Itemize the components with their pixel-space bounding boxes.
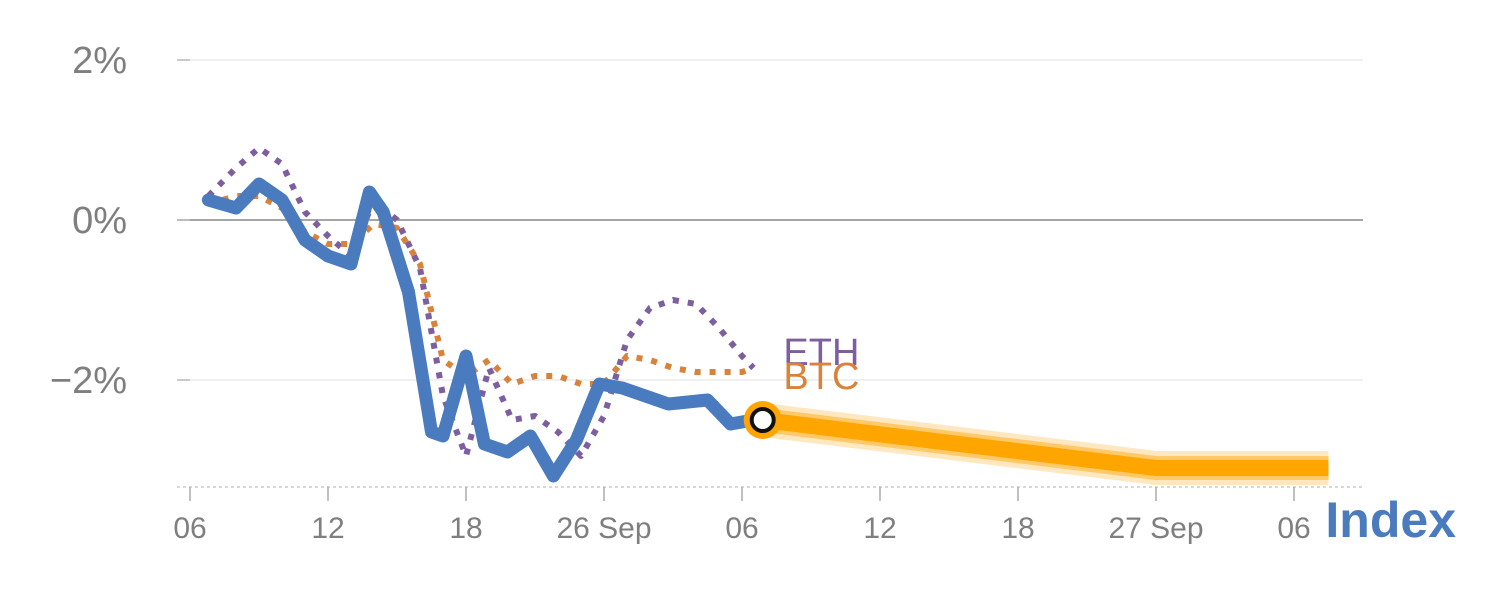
index-series-line [201, 177, 760, 483]
y-axis: 2% 0% −2% [50, 40, 127, 402]
x-tick-label: 06 [173, 512, 206, 545]
x-tick-label: 18 [1001, 512, 1034, 545]
marker-dot [749, 407, 776, 433]
y-tick-label: 0% [72, 200, 127, 242]
series-lines [201, 145, 760, 483]
x-tick-label: 06 [725, 512, 758, 545]
forecast-band [760, 403, 1329, 485]
y-tick-label: 2% [72, 40, 127, 82]
x-tick-label: 27 Sep [1108, 512, 1203, 545]
index-axis-label: Index [1325, 492, 1456, 548]
forecast-line [761, 412, 1329, 476]
x-tick-label: 12 [863, 512, 896, 545]
eth-series-line [206, 145, 756, 459]
x-axis: 06 12 18 26 Sep 06 12 18 27 Sep 06 [173, 486, 1363, 545]
eth-series-label: ETH [783, 332, 859, 374]
y-tick-label: −2% [50, 360, 127, 402]
x-tick-label: 26 Sep [556, 512, 651, 545]
x-tick-label: 18 [449, 512, 482, 545]
current-value-marker [743, 401, 782, 439]
btc-series-label: BTC [783, 356, 859, 398]
x-tick-label: 06 [1277, 512, 1310, 545]
x-tick-label: 12 [311, 512, 344, 545]
gridlines [177, 59, 1363, 381]
